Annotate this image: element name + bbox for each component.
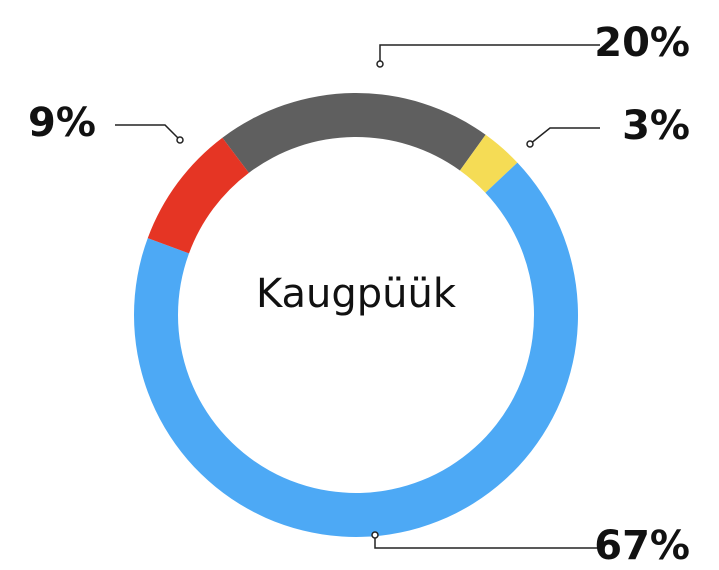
leader-dot — [176, 136, 184, 144]
value-label: 67% — [594, 523, 690, 569]
leader-line — [379, 44, 600, 64]
value-label: 20% — [594, 20, 690, 66]
value-label: 9% — [28, 100, 96, 146]
donut-segment — [147, 137, 249, 254]
leader-dot — [371, 531, 379, 539]
leader-dot — [526, 140, 534, 148]
leader-line — [115, 124, 181, 141]
donut-segment — [222, 92, 486, 173]
value-label: 3% — [622, 103, 690, 149]
donut-segment — [459, 134, 518, 193]
donut-segment — [133, 162, 578, 537]
center-text: Kaugpüük — [256, 271, 457, 317]
leader-line — [529, 127, 600, 145]
leader-line — [374, 535, 600, 549]
leader-dot — [376, 60, 384, 68]
